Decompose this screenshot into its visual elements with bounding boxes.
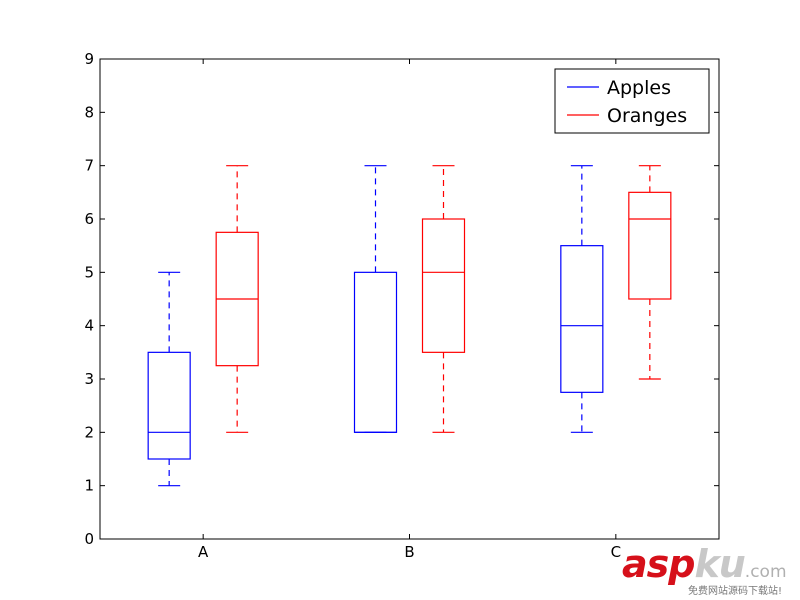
x-tick-label: C xyxy=(611,543,621,561)
y-tick-label: 5 xyxy=(84,263,94,281)
y-tick-label: 1 xyxy=(84,477,94,495)
y-tick-label: 9 xyxy=(84,50,94,68)
y-tick-label: 8 xyxy=(84,103,94,121)
legend-label-oranges: Oranges xyxy=(607,105,687,127)
iqr-box xyxy=(353,271,398,433)
box-apples-c xyxy=(560,165,604,433)
watermark-com: .com xyxy=(744,562,787,582)
watermark-brand: aspku.com xyxy=(622,544,787,592)
legend-label-apples: Apples xyxy=(607,77,671,99)
watermark-ku: ku xyxy=(694,542,745,586)
legend: Apples Oranges xyxy=(554,68,710,134)
iqr-box xyxy=(421,218,466,353)
y-tick-label: 6 xyxy=(84,210,94,228)
iqr-box xyxy=(147,351,191,460)
box-oranges-b xyxy=(421,165,466,433)
plot-area xyxy=(147,165,672,487)
watermark-asp: asp xyxy=(622,542,695,586)
legend-box xyxy=(554,68,710,134)
x-tick-label: B xyxy=(404,543,414,561)
x-tick-label: A xyxy=(198,543,209,561)
iqr-box xyxy=(628,191,672,300)
y-axis: 0 1 2 3 4 5 6 7 8 9 xyxy=(84,50,719,548)
iqr-box xyxy=(560,245,604,393)
watermark-logo: aspku.com 免费网站源码下载站! xyxy=(622,544,792,597)
box-apples-a xyxy=(147,271,191,487)
y-tick-label: 2 xyxy=(84,423,94,441)
y-tick-label: 3 xyxy=(84,370,94,388)
y-tick-label: 0 xyxy=(84,530,94,548)
box-apples-b xyxy=(353,165,398,433)
y-tick-label: 4 xyxy=(84,317,94,335)
box-oranges-a xyxy=(215,165,259,433)
watermark-tagline: 免费网站源码下载站! xyxy=(688,586,783,597)
x-axis: A B C xyxy=(198,59,621,561)
y-tick-label: 7 xyxy=(84,157,94,175)
box-oranges-c xyxy=(628,165,672,380)
